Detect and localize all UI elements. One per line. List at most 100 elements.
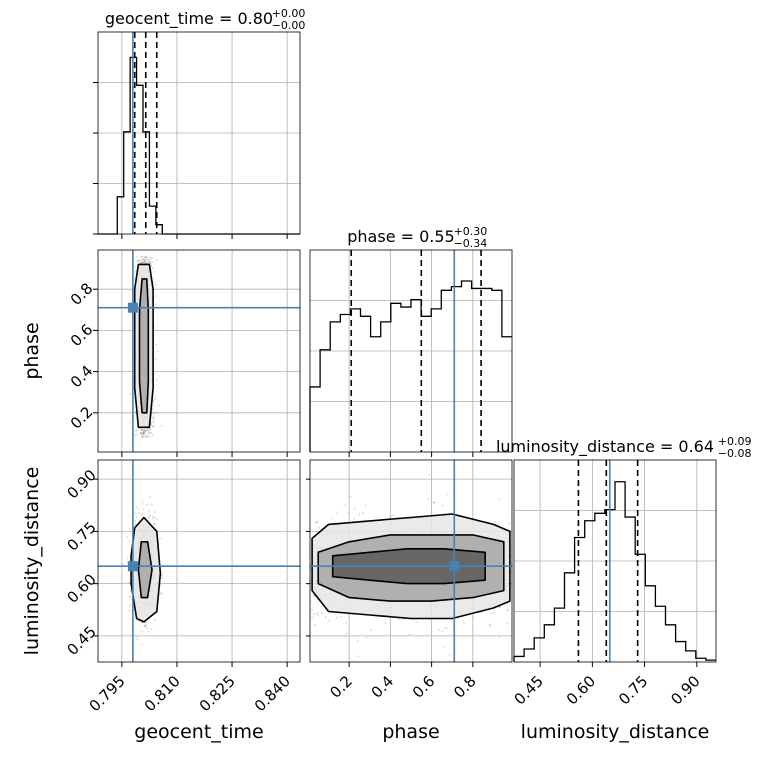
sample-point bbox=[149, 496, 152, 498]
sample-point bbox=[143, 428, 146, 431]
sample-point bbox=[145, 504, 148, 506]
sample-point bbox=[155, 518, 158, 520]
sample-point bbox=[141, 261, 144, 264]
sample-point bbox=[149, 262, 152, 265]
sample-point bbox=[357, 655, 359, 658]
sample-point bbox=[497, 523, 499, 526]
sample-point bbox=[143, 430, 146, 433]
sample-point bbox=[498, 636, 500, 639]
sample-point bbox=[134, 520, 137, 522]
sample-point bbox=[129, 421, 132, 424]
panel-body-phase_vs_geocent_time bbox=[98, 250, 300, 452]
sample-point bbox=[507, 608, 509, 611]
x-tick-label-phase: 0.4 bbox=[368, 672, 398, 702]
axes-frame bbox=[97, 249, 301, 453]
sample-point bbox=[129, 589, 132, 592]
truth-marker bbox=[127, 302, 138, 313]
sample-point bbox=[370, 629, 372, 631]
x-tick-label-geocent_time: 0.810 bbox=[141, 672, 184, 715]
sample-point bbox=[149, 514, 151, 517]
sample-point bbox=[141, 261, 143, 264]
sample-point bbox=[448, 653, 451, 656]
sample-point bbox=[150, 264, 152, 267]
sample-point bbox=[140, 433, 142, 436]
sample-point bbox=[134, 270, 137, 273]
sample-point bbox=[141, 500, 144, 503]
sample-point bbox=[141, 503, 144, 506]
sample-point bbox=[153, 424, 156, 427]
sample-point bbox=[426, 498, 429, 501]
x-tick-label-luminosity_distance: 0.75 bbox=[615, 672, 651, 708]
x-axis-label-phase: phase bbox=[382, 721, 439, 743]
sample-point bbox=[152, 257, 155, 259]
sample-point bbox=[148, 430, 150, 433]
title-upper-error-phase: +0.30 bbox=[454, 225, 488, 238]
sample-point bbox=[139, 432, 142, 434]
sample-point bbox=[150, 432, 153, 434]
sample-point bbox=[143, 256, 146, 258]
sample-point bbox=[438, 628, 440, 631]
sample-point bbox=[134, 430, 137, 433]
sample-point bbox=[136, 638, 139, 641]
panel-title-luminosity_distance: luminosity_distance = 0.64 bbox=[496, 437, 714, 457]
sample-point bbox=[151, 434, 154, 437]
sample-point bbox=[141, 431, 144, 434]
sample-point bbox=[153, 398, 155, 401]
scatter-panel-phase_vs_geocent_time bbox=[97, 249, 301, 453]
sample-point bbox=[148, 431, 151, 434]
sample-point bbox=[159, 537, 162, 540]
x-tick-label-geocent_time: 0.795 bbox=[86, 672, 129, 715]
sample-point bbox=[506, 622, 508, 625]
sample-point bbox=[142, 432, 145, 434]
sample-point bbox=[152, 267, 154, 269]
axes-frame bbox=[309, 459, 513, 663]
sample-point bbox=[149, 257, 152, 259]
sample-point bbox=[140, 513, 142, 516]
sample-point bbox=[316, 520, 318, 523]
x-axis-label-geocent_time: geocent_time bbox=[134, 721, 263, 743]
sample-point bbox=[311, 608, 313, 611]
sample-point bbox=[143, 431, 146, 434]
y-tick-label-phase: 0.4 bbox=[67, 362, 97, 392]
sample-point bbox=[134, 523, 137, 526]
sample-point bbox=[133, 277, 136, 279]
sample-point bbox=[129, 393, 132, 395]
sample-point bbox=[129, 595, 132, 598]
x-tick-label-luminosity_distance: 0.45 bbox=[511, 672, 547, 708]
sample-point bbox=[160, 424, 163, 427]
axes-frame-luminosity_distance bbox=[513, 459, 717, 663]
sample-point bbox=[153, 271, 156, 273]
sample-point bbox=[150, 423, 153, 426]
sample-point bbox=[384, 622, 387, 625]
sample-point bbox=[141, 435, 144, 438]
sample-point bbox=[142, 428, 144, 431]
sample-point bbox=[128, 528, 131, 530]
sample-point bbox=[141, 643, 144, 646]
sample-point bbox=[408, 633, 411, 636]
sample-point bbox=[140, 429, 143, 432]
truth-marker bbox=[449, 561, 460, 572]
sample-point bbox=[499, 606, 501, 608]
sample-point bbox=[144, 436, 147, 439]
sample-point bbox=[149, 428, 152, 430]
sample-point bbox=[325, 615, 327, 618]
sample-point bbox=[143, 260, 146, 263]
sample-point bbox=[141, 259, 144, 262]
sample-point bbox=[154, 358, 157, 361]
sample-point bbox=[149, 262, 152, 265]
sample-point bbox=[155, 343, 158, 346]
histogram-step-luminosity_distance bbox=[513, 481, 716, 662]
sample-point bbox=[151, 515, 154, 518]
y-tick-label-luminosity_distance: 0.90 bbox=[63, 466, 99, 502]
sample-point bbox=[462, 622, 465, 624]
sample-point bbox=[135, 260, 138, 263]
sample-point bbox=[145, 429, 148, 432]
scatter-panel-luminosity_distance_vs_geocent_time bbox=[97, 459, 301, 663]
sample-point bbox=[446, 627, 449, 630]
sample-point bbox=[146, 256, 149, 258]
sample-point bbox=[145, 625, 147, 628]
sample-point bbox=[146, 427, 149, 430]
sample-point bbox=[148, 259, 151, 261]
sample-point bbox=[141, 435, 143, 438]
sample-point bbox=[316, 521, 319, 524]
